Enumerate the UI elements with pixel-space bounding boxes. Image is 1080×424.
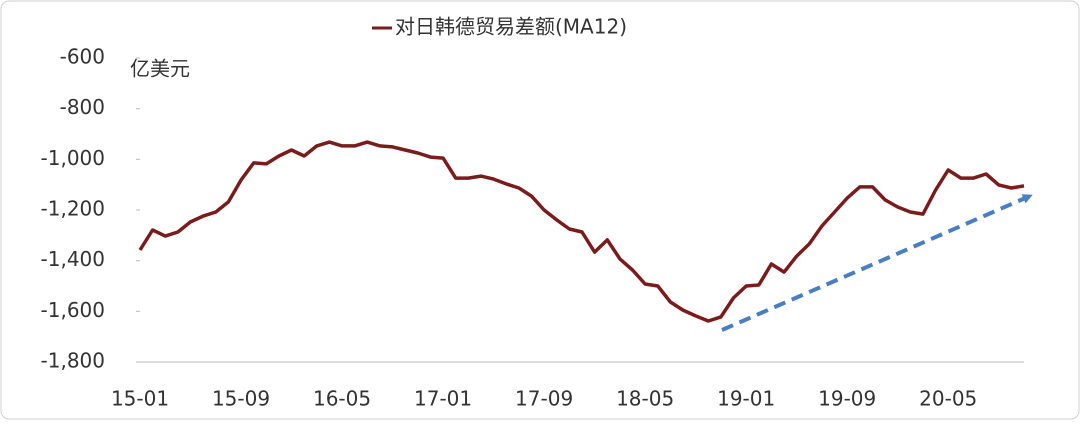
- y-tick-label: -600: [60, 45, 105, 69]
- x-tick-label: 18-05: [616, 387, 674, 411]
- y-tick-label: -1,200: [41, 197, 105, 221]
- y-tick-label: -1,400: [41, 247, 105, 271]
- y-tick-label: -1,000: [41, 146, 105, 170]
- series-line: [138, 140, 1025, 323]
- x-tick-label: 17-01: [414, 387, 472, 411]
- x-tick-label: 19-09: [818, 387, 876, 411]
- x-tick-label: 20-05: [919, 387, 977, 411]
- y-tick-label: -800: [60, 95, 105, 119]
- x-tick-label: 19-01: [717, 387, 775, 411]
- legend-label: 对日韩德贸易差额(MA12): [395, 15, 627, 39]
- x-tick-label: 15-01: [111, 387, 169, 411]
- y-tick-label: -1,600: [41, 298, 105, 322]
- y-unit: 亿美元: [130, 57, 190, 81]
- trend-arrow: [721, 194, 1033, 332]
- x-tick-label: 16-05: [313, 387, 371, 411]
- x-tick-label: 15-09: [212, 387, 270, 411]
- x-tick-label: 17-09: [515, 387, 573, 411]
- y-tick-label: -1,800: [41, 349, 105, 373]
